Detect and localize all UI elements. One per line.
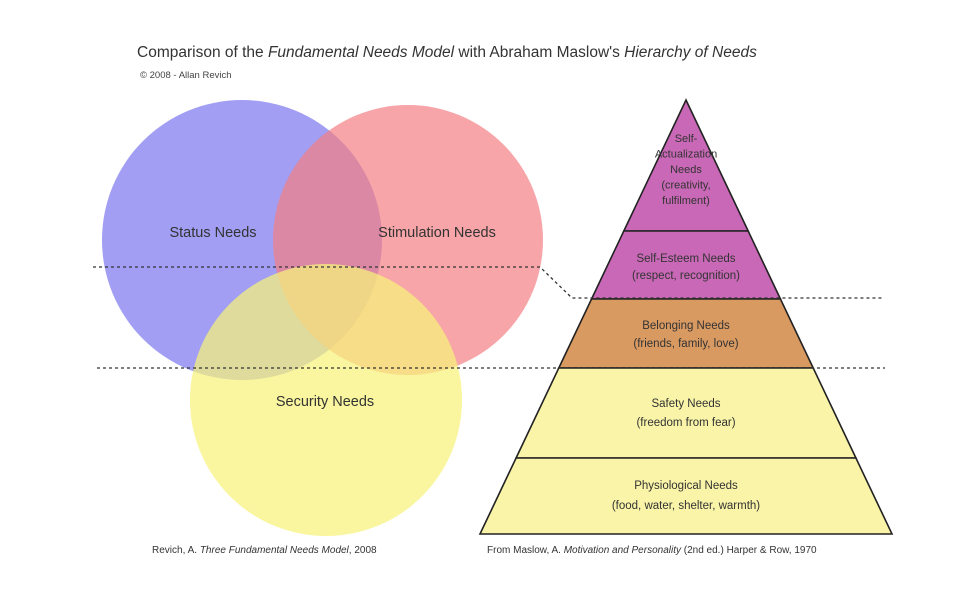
pyramid-level-self-actualization-text-line: (creativity, xyxy=(661,180,710,192)
pyramid-level-safety-text-line: Safety Needs xyxy=(651,398,720,410)
maslow-pyramid: Self- Actualization Needs (creativity, fulfi… xyxy=(478,98,894,535)
pyramid-level-safety xyxy=(514,367,858,459)
pyramid-level-physiological-text-line: Physiological Needs xyxy=(634,480,738,492)
left-caption-suffix: , 2008 xyxy=(348,545,377,556)
right-caption-suffix: (2nd ed.) Harper & Row, 1970 xyxy=(680,545,817,556)
pyramid-level-physiological-text-line: (food, water, shelter, warmth) xyxy=(612,500,760,512)
pyramid-level-self-actualization-text-line: Needs xyxy=(670,164,702,176)
left-source-caption: Revich, A. Three Fundamental Needs Model… xyxy=(152,545,377,556)
left-caption-prefix: Revich, A. xyxy=(152,545,200,556)
pyramid-level-self-actualization-text-line: fulfilment) xyxy=(662,195,710,207)
pyramid-level-self-esteem xyxy=(590,230,782,300)
pyramid-level-safety-text-line: (freedom from fear) xyxy=(636,417,735,429)
diagram-title: Comparison of the Fundamental Needs Mode… xyxy=(137,44,757,62)
title-part2: with Abraham Maslow's xyxy=(454,44,625,61)
title-italic1: Fundamental Needs Model xyxy=(267,44,455,61)
upper-dashed-divider xyxy=(93,266,883,299)
pyramid-level-physiological xyxy=(478,457,894,535)
stimulation-needs-label: Stimulation Needs xyxy=(378,225,496,241)
status-needs-label: Status Needs xyxy=(169,225,256,241)
title-italic2: Hierarchy of Needs xyxy=(624,44,757,61)
security-needs-circle xyxy=(190,264,462,536)
pyramid-level-belonging xyxy=(557,298,815,369)
pyramid-level-self-actualization-text-line: Self- xyxy=(675,133,698,145)
security-needs-label: Security Needs xyxy=(276,394,374,410)
pyramid-level-self-esteem-text-line: (respect, recognition) xyxy=(632,270,740,282)
title-part1: Comparison of the xyxy=(137,44,268,61)
left-caption-italic: Three Fundamental Needs Model xyxy=(199,545,349,556)
right-source-caption: From Maslow, A. Motivation and Personali… xyxy=(487,545,817,556)
copyright-notice: © 2008 - Allan Revich xyxy=(140,70,232,81)
pyramid-level-self-esteem-text-line: Self-Esteem Needs xyxy=(636,253,735,265)
right-caption-prefix: From Maslow, A. xyxy=(487,545,564,556)
right-caption-italic: Motivation and Personality xyxy=(563,545,681,556)
pyramid-level-belonging-text-line: (friends, family, love) xyxy=(633,338,738,350)
pyramid-level-belonging-text-line: Belonging Needs xyxy=(642,320,730,332)
pyramid-level-self-actualization-text-line: Actualization xyxy=(655,149,717,161)
